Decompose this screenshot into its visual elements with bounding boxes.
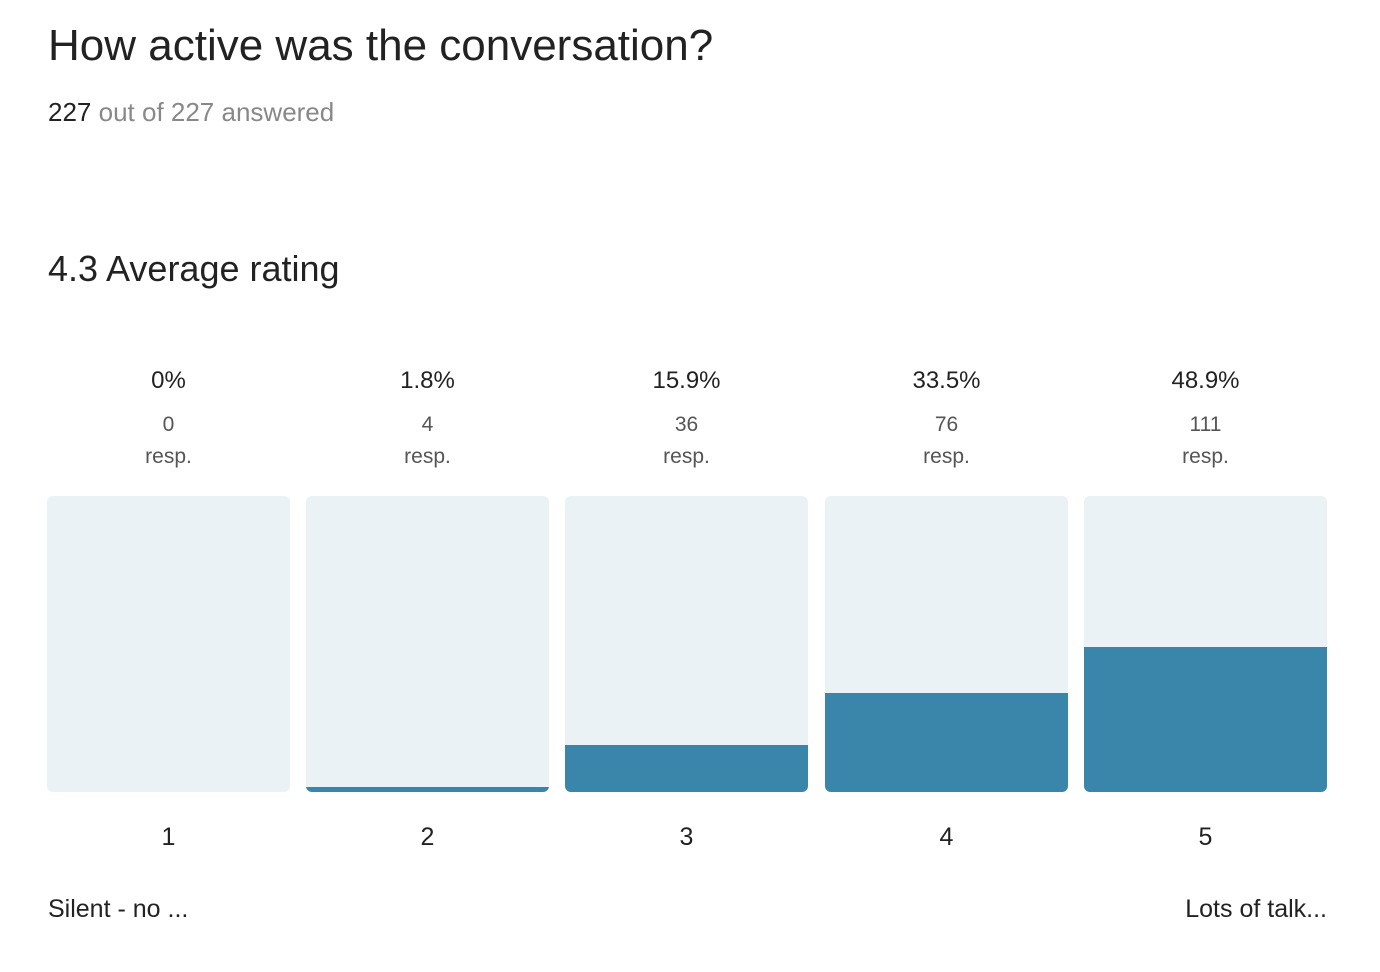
rating-label: 1 bbox=[161, 823, 176, 851]
bar-count-label: 76 bbox=[934, 413, 959, 436]
answered-count: 227 bbox=[48, 97, 92, 127]
rating-column-5: 48.9% 111 resp. 5 bbox=[1084, 360, 1327, 860]
bar-track bbox=[825, 496, 1068, 792]
bar-unit-label: resp. bbox=[663, 445, 710, 468]
bar-count-label: 111 bbox=[1189, 413, 1222, 436]
answered-summary: 227 out of 227 answered bbox=[48, 96, 334, 128]
question-title: How active was the conversation? bbox=[48, 21, 714, 70]
bar-unit-label: resp. bbox=[1182, 445, 1229, 468]
rating-label: 2 bbox=[420, 823, 435, 851]
bar-percent-label: 0% bbox=[151, 367, 186, 394]
bar-unit-label: resp. bbox=[404, 445, 451, 468]
rating-label: 5 bbox=[1198, 823, 1213, 851]
rating-column-2: 1.8% 4 resp. 2 bbox=[306, 360, 549, 860]
bar-count-label: 4 bbox=[421, 413, 434, 436]
bar-unit-label: resp. bbox=[145, 445, 192, 468]
rating-column-1: 0% 0 resp. 1 bbox=[47, 360, 290, 860]
bar-percent-label: 1.8% bbox=[400, 367, 455, 394]
bar-unit-label: resp. bbox=[923, 445, 970, 468]
average-rating: 4.3 Average rating bbox=[48, 248, 340, 289]
bar-percent-label: 48.9% bbox=[1171, 367, 1240, 394]
answered-suffix: out of 227 answered bbox=[91, 97, 335, 127]
bar-track bbox=[47, 496, 290, 792]
bar-2 bbox=[306, 786, 549, 792]
bar-4 bbox=[825, 692, 1068, 792]
scale-max-label: Lots of talk... bbox=[1185, 895, 1327, 923]
bar-percent-label: 15.9% bbox=[652, 367, 721, 394]
rating-chart: 0% 0 resp. 1 1.8% 4 resp. 2 15.9% 36 res… bbox=[47, 360, 1327, 860]
rating-column-4: 33.5% 76 resp. 4 bbox=[825, 360, 1068, 860]
bar-track bbox=[1084, 496, 1327, 792]
bar-count-label: 36 bbox=[674, 413, 699, 436]
bar-percent-label: 33.5% bbox=[912, 367, 981, 394]
bar-track bbox=[306, 496, 549, 792]
bar-5 bbox=[1084, 647, 1327, 792]
bar-track bbox=[565, 496, 808, 792]
rating-label: 4 bbox=[939, 823, 954, 851]
rating-label: 3 bbox=[679, 823, 694, 851]
scale-min-label: Silent - no ... bbox=[48, 895, 189, 923]
bar-3 bbox=[565, 744, 808, 792]
bar-count-label: 0 bbox=[162, 413, 175, 436]
rating-column-3: 15.9% 36 resp. 3 bbox=[565, 360, 808, 860]
